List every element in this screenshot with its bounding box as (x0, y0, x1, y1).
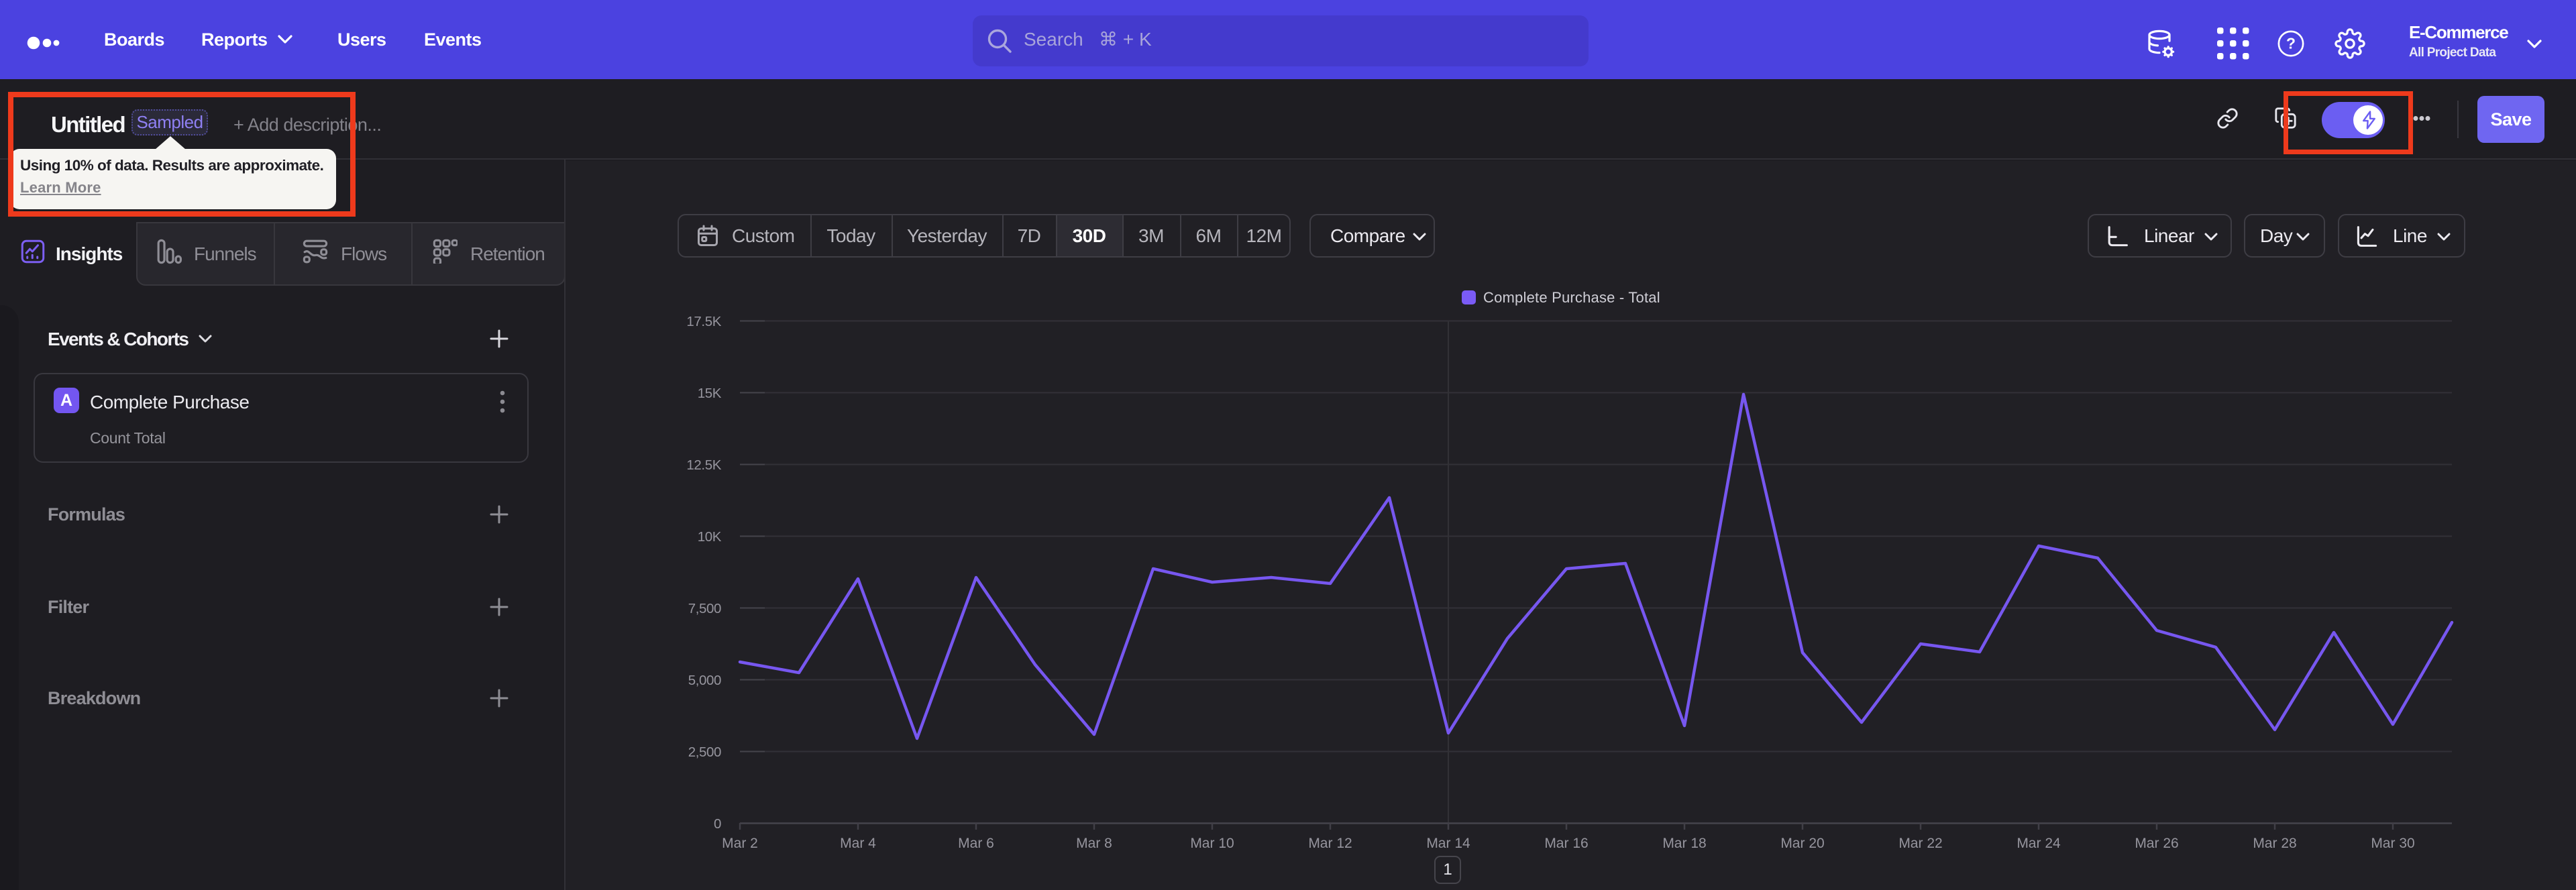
svg-text:10K: 10K (698, 529, 722, 545)
svg-text:Mar 18: Mar 18 (1662, 836, 1706, 851)
svg-text:Mar 16: Mar 16 (1544, 836, 1588, 851)
svg-text:Mar 26: Mar 26 (2135, 836, 2178, 851)
svg-text:Mar 10: Mar 10 (1190, 836, 1234, 851)
svg-text:12.5K: 12.5K (686, 457, 721, 473)
svg-text:Mar 12: Mar 12 (1308, 836, 1352, 851)
svg-text:Mar 6: Mar 6 (958, 836, 994, 851)
svg-text:Mar 4: Mar 4 (840, 836, 876, 851)
svg-text:15K: 15K (698, 386, 722, 401)
svg-text:Mar 28: Mar 28 (2253, 836, 2296, 851)
svg-text:Mar 30: Mar 30 (2371, 836, 2414, 851)
svg-text:Mar 8: Mar 8 (1076, 836, 1112, 851)
svg-text:Mar 24: Mar 24 (2017, 836, 2061, 851)
svg-text:Mar 20: Mar 20 (1780, 836, 1824, 851)
svg-text:Mar 2: Mar 2 (722, 836, 758, 851)
svg-text:17.5K: 17.5K (686, 314, 721, 329)
svg-text:7,500: 7,500 (688, 601, 721, 616)
svg-text:Mar 22: Mar 22 (1898, 836, 1942, 851)
svg-text:Mar 14: Mar 14 (1426, 836, 1470, 851)
svg-text:2,500: 2,500 (688, 744, 721, 760)
svg-text:5,000: 5,000 (688, 673, 721, 688)
svg-text:?: ? (2286, 35, 2296, 52)
svg-text:0: 0 (714, 816, 721, 832)
